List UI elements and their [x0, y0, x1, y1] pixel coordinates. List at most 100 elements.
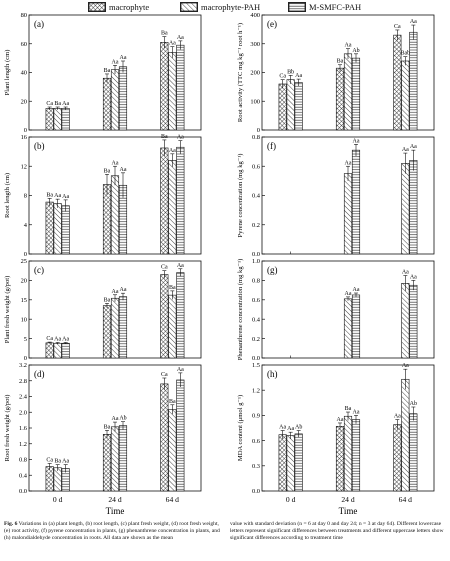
bar — [343, 173, 353, 255]
bar — [351, 149, 361, 255]
panel-label: (a) — [34, 19, 44, 29]
bar — [168, 160, 177, 255]
bar — [409, 284, 418, 359]
y-tick-label: 0.4 — [252, 316, 261, 323]
y-tick-label: 80 — [21, 12, 27, 19]
y-tick-label: 0 — [24, 127, 27, 134]
bar — [409, 31, 418, 131]
bar — [286, 435, 295, 492]
significance-label: Ba — [345, 406, 352, 412]
bar — [351, 294, 361, 359]
significance-label: Aa — [345, 43, 352, 49]
y-tick-label: 0.0 — [19, 488, 27, 495]
y-tick-label: 0.8 — [252, 278, 260, 285]
significance-label: Aa — [337, 417, 344, 423]
bar — [401, 60, 410, 131]
significance-label: Aa — [62, 101, 69, 107]
significance-label: Ba — [337, 59, 344, 65]
significance-label: Aa — [295, 73, 302, 79]
significance-label: Ab — [119, 416, 126, 422]
bar — [278, 83, 287, 131]
bar — [278, 434, 287, 492]
y-tick-label: 1.5 — [252, 362, 260, 369]
y-tick-label: 0.8 — [252, 134, 260, 141]
bar — [294, 433, 303, 492]
y-tick-label: 0.0 — [252, 355, 260, 362]
bar — [343, 415, 353, 492]
y-tick-label: 0.3 — [252, 463, 260, 470]
bar — [110, 175, 120, 255]
bar — [102, 305, 112, 359]
y-axis-label: Plant length (cm) — [4, 50, 11, 96]
bar — [168, 409, 177, 492]
bar — [61, 342, 70, 359]
significance-label: Aa — [62, 336, 69, 342]
legend-label: macrophyte — [109, 2, 150, 12]
bar — [110, 426, 120, 492]
legend-swatch-macrophyte — [88, 2, 106, 12]
panel-label: (e) — [267, 19, 277, 29]
bar — [168, 52, 177, 131]
significance-label: Ca — [161, 265, 168, 271]
y-axis-label: Pyrene concentration (mg kg⁻¹) — [237, 153, 244, 237]
y-tick-label: 0 — [24, 251, 27, 258]
y-tick-label: 0 — [257, 127, 260, 134]
y-tick-label: 4 — [24, 222, 28, 229]
y-tick-label: 0.6 — [252, 438, 260, 445]
significance-label: Aa — [112, 416, 119, 422]
x-axis-title-right: Time — [339, 506, 358, 516]
x-tick-label: 24 d — [341, 495, 354, 504]
bar — [45, 342, 54, 359]
significance-label: Aa — [410, 144, 417, 150]
chart-panel: (c) 0 5 10 15 20 25 Plant fresh weight (g/pot) C… — [4, 258, 202, 362]
significance-label: Ba — [54, 101, 61, 107]
bar — [351, 419, 361, 492]
bar — [61, 205, 70, 255]
significance-label: Ba — [104, 297, 111, 303]
significance-label: Ab — [410, 401, 417, 407]
y-tick-label: 0.0 — [252, 251, 260, 258]
bar — [160, 274, 169, 359]
significance-label: Aa — [279, 425, 286, 431]
y-tick-label: 0.4 — [19, 472, 28, 479]
bar — [351, 57, 361, 131]
bar — [343, 53, 353, 131]
chart-panel: (e) 0 100 200 300 400 Root activity (TTC mg kg… — [237, 12, 435, 134]
y-tick-label: 1.2 — [19, 441, 27, 448]
significance-label: Ba — [104, 424, 111, 430]
bar — [110, 69, 120, 131]
significance-label: Ba — [104, 68, 111, 74]
caption-left: Fig. 6 Variations in (a) plant length, (… — [4, 521, 222, 543]
panel-label: (h) — [267, 369, 278, 379]
significance-label: Ab — [295, 425, 302, 431]
significance-label: Aa — [112, 289, 119, 295]
y-tick-label: 2.0 — [19, 409, 27, 416]
significance-label: Ab — [352, 48, 359, 54]
caption-left-text: Variations in (a) plant length, (b) root… — [4, 521, 220, 542]
significance-label: Ca — [161, 372, 168, 378]
significance-label: Aa — [287, 426, 294, 432]
y-tick-label: 5 — [24, 336, 27, 343]
bar — [160, 147, 169, 255]
panel-label: (g) — [267, 265, 278, 275]
legend-label: M-SMFC-PAH — [309, 2, 362, 12]
bar — [160, 42, 169, 131]
bar — [401, 283, 410, 359]
bar — [160, 383, 169, 492]
bar — [118, 296, 128, 359]
significance-label: Aa — [402, 270, 409, 276]
legend-swatch-m-smfc-pah — [288, 2, 306, 12]
x-tick-label: 64 d — [166, 495, 179, 504]
x-tick-label: 64 d — [399, 495, 412, 504]
significance-label: Aa — [353, 287, 360, 293]
significance-label: Aa — [394, 414, 401, 420]
y-tick-label: 15 — [21, 297, 27, 304]
y-tick-label: 100 — [250, 98, 260, 105]
bar — [176, 44, 185, 131]
bar — [118, 66, 128, 131]
significance-label: Bb — [287, 69, 294, 75]
y-tick-label: 10 — [21, 316, 27, 323]
significance-label: Aa — [410, 274, 417, 280]
y-tick-label: 400 — [250, 12, 260, 19]
